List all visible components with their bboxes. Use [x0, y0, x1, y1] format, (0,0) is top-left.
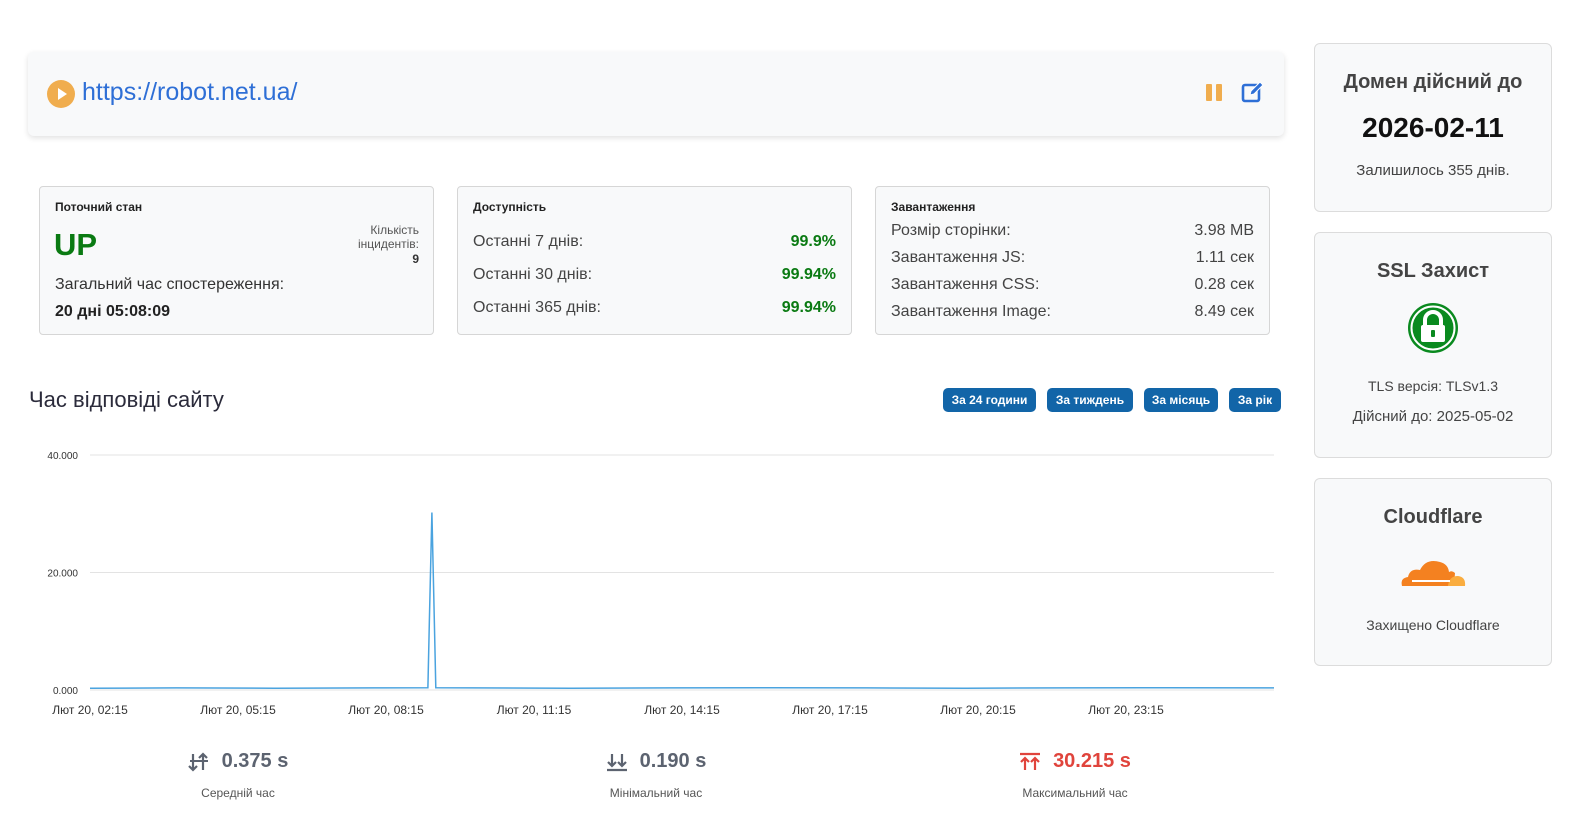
- max-label: Максимальний час: [1022, 785, 1128, 800]
- domain-card: Домен дійсний до 2026-02-11 Залишилось 3…: [1314, 43, 1552, 212]
- row-label: Завантаження CSS:: [891, 276, 1040, 293]
- row-label: Останні 365 днів:: [473, 299, 601, 316]
- availability-row: Останні 7 днів: 99.9%: [473, 233, 836, 251]
- incidents-count: 9: [412, 252, 419, 266]
- card-title: Доступність: [473, 200, 547, 214]
- period-week-button[interactable]: За тиждень: [1047, 388, 1133, 412]
- x-tick-label: Лют 20, 05:15: [200, 703, 276, 717]
- x-tick-label: Лют 20, 11:15: [497, 703, 572, 717]
- series-line: [89, 512, 1275, 689]
- double-arrow-down-icon: [606, 753, 627, 771]
- card-title: Завантаження: [891, 200, 976, 214]
- cloud-icon: [1398, 556, 1468, 592]
- play-status-icon: [47, 80, 75, 108]
- loading-row: Завантаження CSS: 0.28 сек: [891, 276, 1254, 294]
- card-title: Поточний стан: [55, 200, 143, 214]
- domain-title: Домен дійсний до: [1343, 71, 1523, 93]
- row-value: 8.49 сек: [1194, 303, 1254, 320]
- cloudflare-card: Cloudflare Захищено Cloudflare: [1314, 478, 1552, 666]
- row-value: 99.9%: [790, 233, 836, 250]
- availability-card: Доступність Останні 7 днів: 99.9% Останн…: [457, 186, 852, 335]
- monitor-header: https://robot.net.ua/: [28, 52, 1284, 136]
- avg-value: 0.375 s: [221, 750, 289, 772]
- max-stat: 30.215 s Максимальний час: [955, 750, 1195, 800]
- period-year-button[interactable]: За рік: [1229, 388, 1281, 412]
- availability-row: Останні 30 днів: 99.94%: [473, 266, 836, 284]
- edit-icon[interactable]: [1240, 79, 1266, 105]
- monitor-url-link[interactable]: https://robot.net.ua/: [82, 78, 298, 106]
- row-value: 3.98 MB: [1194, 222, 1254, 239]
- cloudflare-title: Cloudflare: [1383, 506, 1483, 528]
- period-month-button[interactable]: За місяць: [1144, 388, 1218, 412]
- loading-row: Розмір сторінки: 3.98 MB: [891, 222, 1254, 240]
- lock-icon: [1407, 302, 1459, 354]
- max-value: 30.215 s: [1053, 750, 1131, 772]
- min-label: Мінімальний час: [609, 785, 703, 800]
- row-label: Останні 30 днів:: [473, 266, 593, 283]
- pause-icon[interactable]: [1206, 83, 1224, 103]
- ssl-title: SSL Захист: [1376, 260, 1490, 282]
- row-value: 1.11 сек: [1195, 249, 1254, 266]
- row-label: Розмір сторінки:: [891, 222, 1011, 239]
- ssl-card: SSL Захист TLS версія: TLSv1.3 Дійсний д…: [1314, 232, 1552, 458]
- chart-title: Час відповіді сайту: [29, 387, 224, 412]
- y-tick-label: 0.000: [53, 686, 78, 697]
- availability-row: Останні 365 днів: 99.94%: [473, 299, 836, 317]
- status-up: UP: [54, 227, 98, 262]
- loading-row: Завантаження Image: 8.49 сек: [891, 303, 1254, 321]
- observation-time: 20 дні 05:08:09: [55, 303, 170, 320]
- row-value: 0.28 сек: [1194, 276, 1254, 293]
- current-state-card: Поточний стан UP Кількість інцидентів: 9…: [39, 186, 434, 335]
- row-label: Завантаження JS:: [891, 249, 1026, 266]
- cloudflare-status: Захищено Cloudflare: [1366, 617, 1500, 633]
- avg-label: Середній час: [201, 785, 275, 800]
- x-tick-label: Лют 20, 08:15: [348, 703, 424, 717]
- avg-stat: 0.375 s Середній час: [118, 750, 358, 800]
- domain-expiry-date: 2026-02-11: [1362, 112, 1504, 143]
- x-tick-label: Лют 20, 14:15: [644, 703, 720, 717]
- row-value: 99.94%: [781, 299, 836, 316]
- y-tick-label: 20.000: [47, 569, 78, 580]
- x-tick-label: Лют 20, 23:15: [1088, 703, 1164, 717]
- observation-label: Загальний час спостереження:: [55, 276, 285, 293]
- arrows-updown-icon: [187, 751, 208, 772]
- incidents-label: Кількість інцидентів:: [357, 223, 419, 251]
- x-tick-label: Лют 20, 20:15: [940, 703, 1016, 717]
- min-stat: 0.190 s Мінімальний час: [536, 750, 776, 800]
- ssl-valid-until: Дійсний до: 2025-05-02: [1352, 408, 1514, 425]
- min-value: 0.190 s: [639, 750, 707, 772]
- x-tick-label: Лют 20, 17:15: [792, 703, 868, 717]
- tls-version: TLS версія: TLSv1.3: [1367, 378, 1499, 394]
- row-value: 99.94%: [781, 266, 836, 283]
- row-label: Завантаження Image:: [891, 303, 1051, 320]
- domain-remaining: Залишилось 355 днів.: [1356, 162, 1510, 179]
- period-24h-button[interactable]: За 24 години: [943, 388, 1036, 412]
- response-time-chart: 0.000 20.000 40.000 Лют 20, 02:15 Лют 20, 05…: [47, 451, 1275, 717]
- loading-row: Завантаження JS: 1.11 сек: [891, 249, 1254, 267]
- loading-card: Завантаження Розмір сторінки: 3.98 MB За…: [875, 186, 1270, 335]
- row-label: Останні 7 днів:: [473, 233, 584, 250]
- double-arrow-up-icon: [1020, 752, 1041, 770]
- x-tick-label: Лют 20, 02:15: [52, 703, 128, 717]
- y-tick-label: 40.000: [47, 451, 78, 462]
